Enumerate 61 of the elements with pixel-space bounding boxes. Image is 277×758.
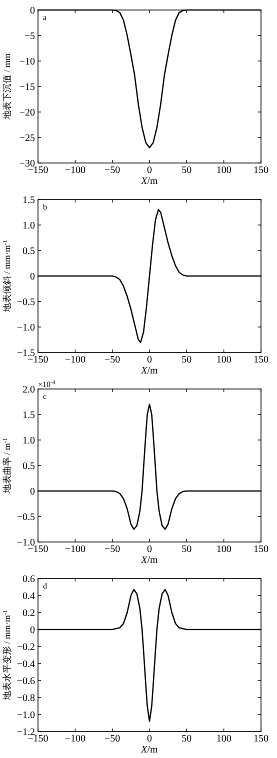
x-tick-label: 0 [147,544,152,555]
y-tick-label: 1.5 [22,410,35,421]
x-tick-label: −50 [104,734,120,744]
y-tick-label: −0.4 [16,659,35,670]
x-tick-label: 50 [182,354,192,366]
y-tick-label: 0.5 [22,246,35,257]
x-tick-label: 0 [147,354,152,366]
x-tick-label: −100 [64,734,86,744]
x-tick-label: −100 [64,354,86,366]
y-tick-label: 1.0 [22,436,35,446]
x-tick-label: 150 [254,354,268,366]
x-tick-label: 100 [216,734,232,744]
annotation: b [43,202,47,212]
y-tick-label: −5 [24,31,35,42]
y-tick-label: 0 [30,6,35,16]
annotation: d [43,582,47,590]
y-tick-label: 2.0 [22,384,35,396]
x-axis-title: X/m [140,744,158,756]
y-tick-label: −0.2 [16,642,35,653]
x-tick-label: 150 [254,165,268,176]
y-tick-label: −0.5 [16,512,35,523]
y-tick-label: 0.5 [22,461,35,472]
y-tick-label: −10 [19,56,35,68]
x-tick-label: 150 [254,734,268,744]
y-tick-label: −20 [19,108,35,118]
y-tick-label: 0 [30,625,35,636]
x-tick-label: −100 [64,544,86,555]
y-axis-title: 地表下沉值 / mm [2,53,12,121]
x-tick-label: 100 [216,354,232,366]
y-tick-label: 1.0 [22,220,35,232]
x-tick-label: −50 [104,354,120,366]
x-tick-label: 50 [182,165,192,176]
x-tick-label: −50 [104,165,120,176]
x-tick-label: 150 [254,544,268,555]
x-tick-label: 100 [216,165,232,176]
x-axis-title: X/m [140,176,158,187]
x-tick-label: −100 [64,165,86,176]
x-tick-label: 50 [182,734,192,744]
y-tick-label: −15 [19,82,35,93]
annotation: a [43,13,47,22]
y-tick-label: −0.6 [16,676,35,687]
y-tick-label: −1.0 [16,710,35,721]
y-tick-label: 0 [30,486,35,498]
x-tick-label: −50 [104,544,120,555]
y-tick-label: 0.4 [22,591,35,602]
y-tick-label: 0 [30,272,35,282]
annotation: ×10$^{-4}$ [38,380,56,389]
x-tick-label: 0 [147,734,152,744]
annotation: c [43,392,47,401]
y-tick-label: 1.5 [22,195,35,206]
y-tick-label: −0.8 [16,693,35,704]
y-tick-label: 0.6 [22,574,35,585]
y-tick-label: 0.2 [22,608,35,619]
x-axis-title: X/m [140,366,158,376]
x-tick-label: 100 [216,544,232,555]
y-tick-label: −0.5 [16,297,35,308]
x-axis-title: X/m [140,555,158,566]
y-tick-label: −25 [19,133,35,144]
y-tick-label: −1.0 [16,322,35,334]
x-tick-label: 0 [147,165,152,176]
x-tick-label: 50 [182,544,192,555]
